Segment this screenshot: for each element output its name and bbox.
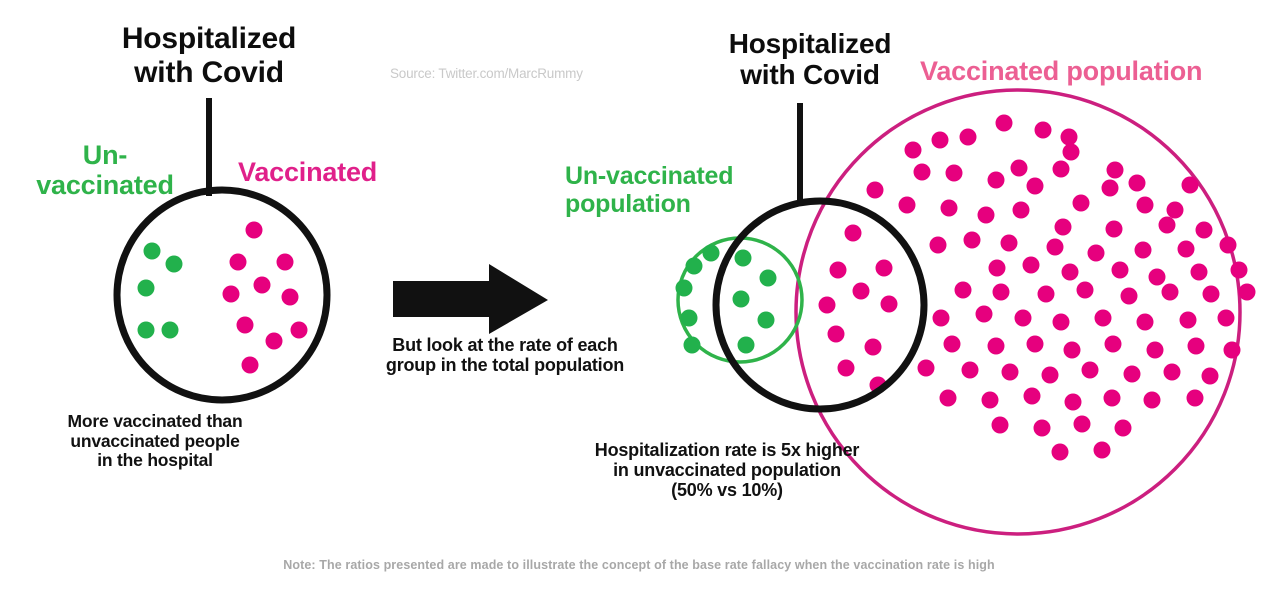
vaccinated-population-circle <box>794 88 1242 536</box>
right-arrow-icon <box>393 264 548 334</box>
left-panel-graphic <box>113 98 331 404</box>
source-note: Source: Twitter.com/MarcRummy <box>390 66 583 81</box>
left-vaccinated-dots <box>222 221 308 374</box>
unvaccinated-label-left: Un- vaccinated <box>36 140 174 201</box>
vaccinated-population-label-right: Vaccinated population <box>920 56 1203 86</box>
right-vaccinated-population-dots <box>866 114 1256 461</box>
caption-left: More vaccinated than unvaccinated people… <box>67 411 243 471</box>
hospitalized-circle-left <box>113 186 331 404</box>
footer-note: Note: The ratios presented are made to i… <box>283 558 995 572</box>
right-panel-graphic <box>675 88 1256 536</box>
hospitalized-label-right: Hospitalized with Covid <box>728 28 892 91</box>
vaccinated-label-left: Vaccinated <box>238 157 378 187</box>
left-unvaccinated-dots <box>137 242 183 339</box>
hospitalized-label-left: Hospitalized with Covid <box>121 22 297 89</box>
hospitalized-circle-right <box>712 197 928 413</box>
unvaccinated-population-label-right: Un-vaccinated population <box>565 162 734 218</box>
right-vaccinated-hospitalized-dots <box>818 224 898 394</box>
arrow-caption: But look at the rate of each group in th… <box>385 335 625 376</box>
right-unvaccinated-population-dots <box>675 244 777 354</box>
caption-right: Hospitalization rate is 5x higher in unv… <box>594 440 860 501</box>
